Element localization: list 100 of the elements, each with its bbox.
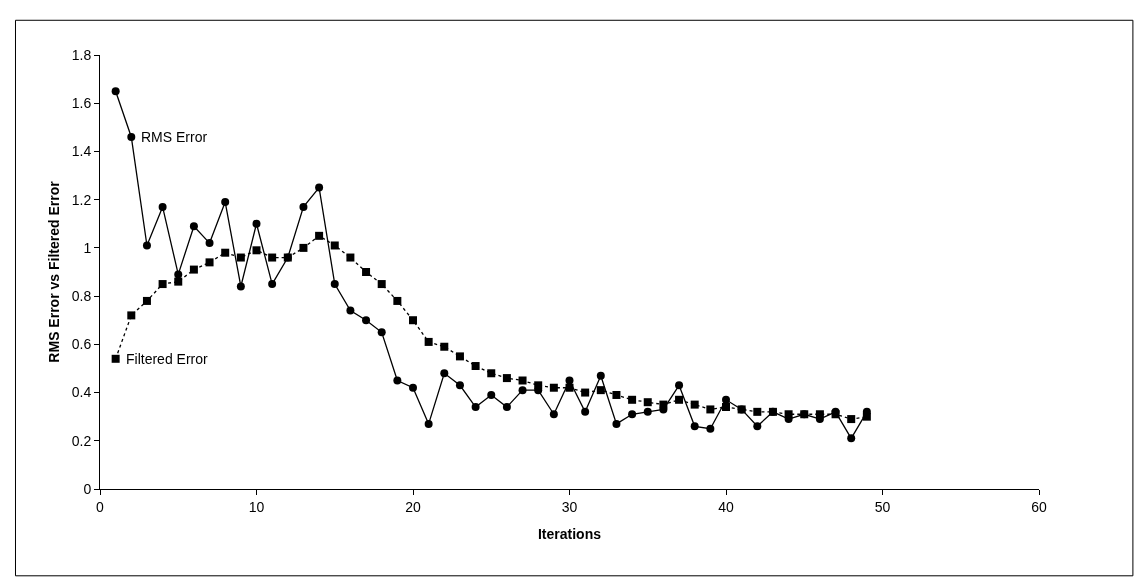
y-tick-label: 1.2 [71, 191, 92, 208]
point [549, 383, 558, 392]
point [565, 376, 574, 385]
x-tick-label: 0 [96, 498, 105, 515]
point [174, 270, 183, 279]
x-tick-label: 50 [874, 498, 891, 515]
series-label: Filtered Error [126, 351, 209, 367]
x-axis-title: Iterations [537, 526, 602, 543]
point [643, 407, 652, 416]
x-tick-label: 60 [1031, 498, 1047, 515]
point [518, 386, 527, 395]
point [127, 311, 136, 320]
point [675, 395, 684, 404]
point [189, 265, 198, 274]
point [675, 381, 684, 390]
point [440, 342, 449, 351]
point [346, 306, 355, 315]
point [659, 400, 668, 409]
point [753, 407, 762, 416]
point [283, 253, 292, 262]
point [424, 337, 433, 346]
x-tick-label: 10 [248, 498, 265, 515]
point [315, 183, 324, 192]
point [815, 410, 824, 419]
y-tick-label: 0.8 [71, 288, 92, 305]
point [753, 422, 762, 431]
point [440, 369, 449, 378]
point [189, 222, 198, 231]
point [487, 369, 496, 378]
point [706, 424, 715, 433]
point [252, 246, 261, 255]
point [800, 410, 809, 419]
point [127, 132, 136, 141]
point [236, 253, 245, 262]
y-tick-label: 1.8 [71, 46, 92, 63]
point [111, 87, 120, 96]
point [346, 253, 355, 262]
point [565, 383, 574, 392]
point [784, 410, 793, 419]
point [690, 400, 699, 409]
x-tick-label: 40 [718, 498, 734, 515]
y-tick-label: 1 [83, 239, 92, 256]
point [847, 415, 856, 424]
point [534, 381, 543, 390]
point [299, 202, 308, 211]
y-tick-label: 0.6 [71, 336, 92, 353]
point [268, 280, 277, 289]
point [362, 316, 371, 325]
point [706, 405, 715, 414]
point [549, 410, 558, 419]
point [518, 376, 527, 385]
point [455, 352, 464, 361]
y-tick-label: 0.2 [71, 432, 92, 449]
point [847, 434, 856, 443]
x-tick-label: 20 [405, 498, 421, 515]
point [377, 280, 386, 289]
point [252, 219, 261, 228]
point [862, 412, 871, 421]
point [377, 328, 386, 337]
point [158, 280, 167, 289]
y-tick-label: 0 [83, 480, 92, 497]
point [722, 403, 730, 412]
point [409, 316, 417, 325]
x-tick-label: 30 [561, 498, 578, 515]
point [628, 395, 637, 404]
point [111, 354, 120, 363]
point [722, 395, 730, 404]
point [362, 268, 371, 276]
point [393, 376, 402, 385]
point [236, 282, 245, 291]
point [221, 198, 230, 207]
point [315, 231, 324, 240]
point [471, 362, 480, 371]
point [581, 407, 590, 416]
point [158, 202, 167, 211]
y-tick-label: 0.4 [71, 384, 92, 401]
point [221, 248, 230, 257]
point [142, 241, 151, 250]
point [612, 390, 621, 399]
point [174, 277, 183, 286]
point [455, 381, 464, 390]
point [690, 422, 699, 431]
series-label: RMS Error [141, 129, 208, 145]
point [393, 296, 402, 305]
point [409, 383, 417, 392]
point [612, 419, 621, 428]
point [205, 258, 214, 267]
point [487, 390, 496, 399]
point [205, 239, 214, 248]
point [628, 410, 637, 419]
point [330, 280, 339, 289]
point [502, 374, 511, 383]
point [502, 403, 511, 412]
point [643, 398, 652, 407]
y-tick-label: 1.6 [71, 95, 92, 112]
point [581, 388, 590, 397]
point [596, 386, 605, 395]
point [596, 371, 605, 380]
point [299, 243, 308, 252]
point [268, 253, 277, 262]
